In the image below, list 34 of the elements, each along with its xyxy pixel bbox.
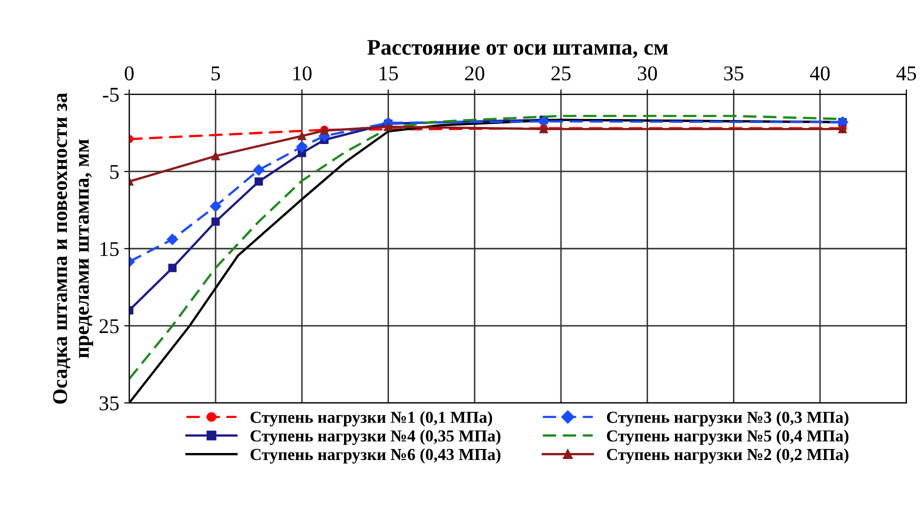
point [254, 177, 263, 186]
legend-label: Ступень нагрузки №6 (0,43 МПа) [250, 448, 500, 464]
point [211, 217, 220, 226]
x-tick-label: 45 [896, 66, 916, 80]
y-tick-label: -5 [102, 88, 119, 102]
x-tick-label: 10 [293, 66, 312, 80]
point [296, 141, 308, 152]
point [538, 116, 550, 127]
legend-label: Ступень нагрузки №1 (0,1 МПа) [250, 411, 492, 426]
point [384, 122, 392, 131]
point [298, 132, 306, 140]
x-axis-title: Расстояние от оси штампа, см [367, 40, 668, 58]
x-tick-label: 30 [638, 66, 657, 80]
x-tick-label: 20 [465, 66, 484, 80]
x-tick-label: 40 [810, 66, 830, 80]
y-tick-label: 15 [100, 242, 119, 256]
legend-label: Ступень нагрузки №5 (0,4 МПа) [606, 430, 848, 445]
point [166, 234, 178, 245]
point [168, 264, 177, 272]
x-tick-label: 35 [724, 66, 744, 80]
point [210, 200, 222, 212]
point [253, 164, 264, 176]
y-axis-title: Осадка штампа и повеохности за пределами штампа, мм [53, 92, 94, 404]
legend-label: Ступень нагрузки №3 (0,3 МПа) [606, 411, 848, 426]
x-tick-label: 25 [551, 66, 571, 80]
x-tick-label: 15 [380, 66, 398, 80]
legend-label: Ступень нагрузки №4 (0,35 МПа) [250, 430, 500, 445]
y-tick-label: 35 [100, 396, 119, 410]
x-tick-label: 5 [212, 66, 220, 80]
legend-label: Ступень нагрузки №2 (0,2 МПа) [606, 448, 848, 464]
point [211, 152, 220, 160]
y-tick-label: 25 [100, 319, 119, 334]
y-tick-label: 5 [110, 165, 119, 179]
x-tick-label: 0 [124, 66, 134, 80]
